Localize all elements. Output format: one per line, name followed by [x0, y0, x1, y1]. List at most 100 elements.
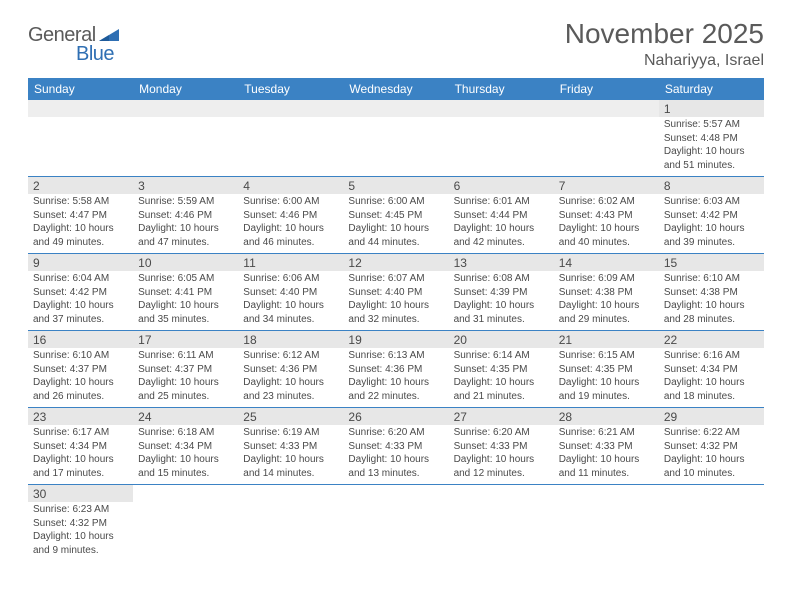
day-data-cell	[449, 117, 554, 177]
day-data-cell: Sunrise: 6:11 AMSunset: 4:37 PMDaylight:…	[133, 348, 238, 408]
day-data-cell: Sunrise: 6:03 AMSunset: 4:42 PMDaylight:…	[659, 194, 764, 254]
day-number-cell: 24	[133, 408, 238, 426]
day-data-cell: Sunrise: 6:16 AMSunset: 4:34 PMDaylight:…	[659, 348, 764, 408]
week-data-row: Sunrise: 5:58 AMSunset: 4:47 PMDaylight:…	[28, 194, 764, 254]
day-number-cell: 30	[28, 485, 133, 503]
day-info: Sunrise: 6:01 AMSunset: 4:44 PMDaylight:…	[454, 195, 549, 249]
day-header-row: Sunday Monday Tuesday Wednesday Thursday…	[28, 78, 764, 100]
day-header-wed: Wednesday	[343, 78, 448, 100]
day-info: Sunrise: 6:06 AMSunset: 4:40 PMDaylight:…	[243, 272, 338, 326]
day-info: Sunrise: 6:00 AMSunset: 4:45 PMDaylight:…	[348, 195, 443, 249]
day-info: Sunrise: 6:10 AMSunset: 4:38 PMDaylight:…	[664, 272, 759, 326]
day-number-cell: 15	[659, 254, 764, 272]
week-data-row: Sunrise: 6:23 AMSunset: 4:32 PMDaylight:…	[28, 502, 764, 561]
day-header-tue: Tuesday	[238, 78, 343, 100]
day-info: Sunrise: 5:57 AMSunset: 4:48 PMDaylight:…	[664, 118, 759, 172]
day-info	[348, 503, 443, 555]
day-data-cell: Sunrise: 5:58 AMSunset: 4:47 PMDaylight:…	[28, 194, 133, 254]
day-info: Sunrise: 6:04 AMSunset: 4:42 PMDaylight:…	[33, 272, 128, 326]
week-data-row: Sunrise: 6:17 AMSunset: 4:34 PMDaylight:…	[28, 425, 764, 485]
day-number-cell	[343, 100, 448, 117]
day-number-cell: 5	[343, 177, 448, 195]
day-data-cell	[238, 502, 343, 561]
week-num-row: 30	[28, 485, 764, 503]
day-number-cell: 13	[449, 254, 554, 272]
week-num-row: 16171819202122	[28, 331, 764, 349]
day-info: Sunrise: 6:17 AMSunset: 4:34 PMDaylight:…	[33, 426, 128, 480]
week-num-row: 1	[28, 100, 764, 117]
day-info: Sunrise: 6:12 AMSunset: 4:36 PMDaylight:…	[243, 349, 338, 403]
day-data-cell: Sunrise: 6:20 AMSunset: 4:33 PMDaylight:…	[343, 425, 448, 485]
day-info	[138, 118, 233, 170]
day-data-cell: Sunrise: 6:05 AMSunset: 4:41 PMDaylight:…	[133, 271, 238, 331]
week-data-row: Sunrise: 5:57 AMSunset: 4:48 PMDaylight:…	[28, 117, 764, 177]
day-info: Sunrise: 5:58 AMSunset: 4:47 PMDaylight:…	[33, 195, 128, 249]
day-info	[138, 503, 233, 555]
day-data-cell: Sunrise: 6:04 AMSunset: 4:42 PMDaylight:…	[28, 271, 133, 331]
day-info: Sunrise: 6:02 AMSunset: 4:43 PMDaylight:…	[559, 195, 654, 249]
day-header-fri: Friday	[554, 78, 659, 100]
day-number-cell	[28, 100, 133, 117]
day-info: Sunrise: 6:05 AMSunset: 4:41 PMDaylight:…	[138, 272, 233, 326]
day-data-cell: Sunrise: 6:01 AMSunset: 4:44 PMDaylight:…	[449, 194, 554, 254]
day-info: Sunrise: 6:10 AMSunset: 4:37 PMDaylight:…	[33, 349, 128, 403]
location: Nahariyya, Israel	[565, 52, 764, 70]
day-number-cell: 28	[554, 408, 659, 426]
day-header-sun: Sunday	[28, 78, 133, 100]
day-number-cell: 21	[554, 331, 659, 349]
day-number-cell	[238, 100, 343, 117]
day-info: Sunrise: 6:00 AMSunset: 4:46 PMDaylight:…	[243, 195, 338, 249]
day-info: Sunrise: 6:19 AMSunset: 4:33 PMDaylight:…	[243, 426, 338, 480]
calendar-body: 1Sunrise: 5:57 AMSunset: 4:48 PMDaylight…	[28, 100, 764, 561]
day-data-cell	[659, 502, 764, 561]
day-data-cell: Sunrise: 6:19 AMSunset: 4:33 PMDaylight:…	[238, 425, 343, 485]
day-data-cell: Sunrise: 6:00 AMSunset: 4:45 PMDaylight:…	[343, 194, 448, 254]
day-number-cell: 1	[659, 100, 764, 117]
day-number-cell	[554, 485, 659, 503]
day-info: Sunrise: 6:15 AMSunset: 4:35 PMDaylight:…	[559, 349, 654, 403]
day-number-cell: 7	[554, 177, 659, 195]
week-data-row: Sunrise: 6:10 AMSunset: 4:37 PMDaylight:…	[28, 348, 764, 408]
day-data-cell	[343, 502, 448, 561]
day-data-cell: Sunrise: 6:06 AMSunset: 4:40 PMDaylight:…	[238, 271, 343, 331]
day-info	[559, 503, 654, 555]
day-number-cell	[449, 485, 554, 503]
day-number-cell: 22	[659, 331, 764, 349]
logo-text-blue: Blue	[76, 43, 121, 66]
day-info: Sunrise: 6:03 AMSunset: 4:42 PMDaylight:…	[664, 195, 759, 249]
day-info	[33, 118, 128, 170]
day-data-cell: Sunrise: 6:13 AMSunset: 4:36 PMDaylight:…	[343, 348, 448, 408]
day-data-cell	[343, 117, 448, 177]
day-info: Sunrise: 6:09 AMSunset: 4:38 PMDaylight:…	[559, 272, 654, 326]
day-data-cell: Sunrise: 5:57 AMSunset: 4:48 PMDaylight:…	[659, 117, 764, 177]
day-data-cell: Sunrise: 5:59 AMSunset: 4:46 PMDaylight:…	[133, 194, 238, 254]
day-data-cell: Sunrise: 6:12 AMSunset: 4:36 PMDaylight:…	[238, 348, 343, 408]
day-number-cell	[343, 485, 448, 503]
day-data-cell	[554, 502, 659, 561]
day-data-cell: Sunrise: 6:18 AMSunset: 4:34 PMDaylight:…	[133, 425, 238, 485]
day-data-cell: Sunrise: 6:17 AMSunset: 4:34 PMDaylight:…	[28, 425, 133, 485]
day-number-cell: 9	[28, 254, 133, 272]
day-info: Sunrise: 6:16 AMSunset: 4:34 PMDaylight:…	[664, 349, 759, 403]
day-data-cell: Sunrise: 6:21 AMSunset: 4:33 PMDaylight:…	[554, 425, 659, 485]
month-title: November 2025	[565, 18, 764, 50]
day-number-cell: 19	[343, 331, 448, 349]
day-info: Sunrise: 6:23 AMSunset: 4:32 PMDaylight:…	[33, 503, 128, 557]
day-data-cell	[28, 117, 133, 177]
day-number-cell: 6	[449, 177, 554, 195]
day-info: Sunrise: 6:08 AMSunset: 4:39 PMDaylight:…	[454, 272, 549, 326]
day-number-cell: 3	[133, 177, 238, 195]
day-info	[559, 118, 654, 170]
day-info	[454, 503, 549, 555]
day-number-cell: 2	[28, 177, 133, 195]
day-number-cell: 23	[28, 408, 133, 426]
day-data-cell: Sunrise: 6:08 AMSunset: 4:39 PMDaylight:…	[449, 271, 554, 331]
day-number-cell: 4	[238, 177, 343, 195]
day-number-cell: 8	[659, 177, 764, 195]
day-data-cell: Sunrise: 6:15 AMSunset: 4:35 PMDaylight:…	[554, 348, 659, 408]
day-number-cell	[449, 100, 554, 117]
day-data-cell	[133, 502, 238, 561]
day-info	[348, 118, 443, 170]
day-number-cell	[238, 485, 343, 503]
day-info: Sunrise: 5:59 AMSunset: 4:46 PMDaylight:…	[138, 195, 233, 249]
